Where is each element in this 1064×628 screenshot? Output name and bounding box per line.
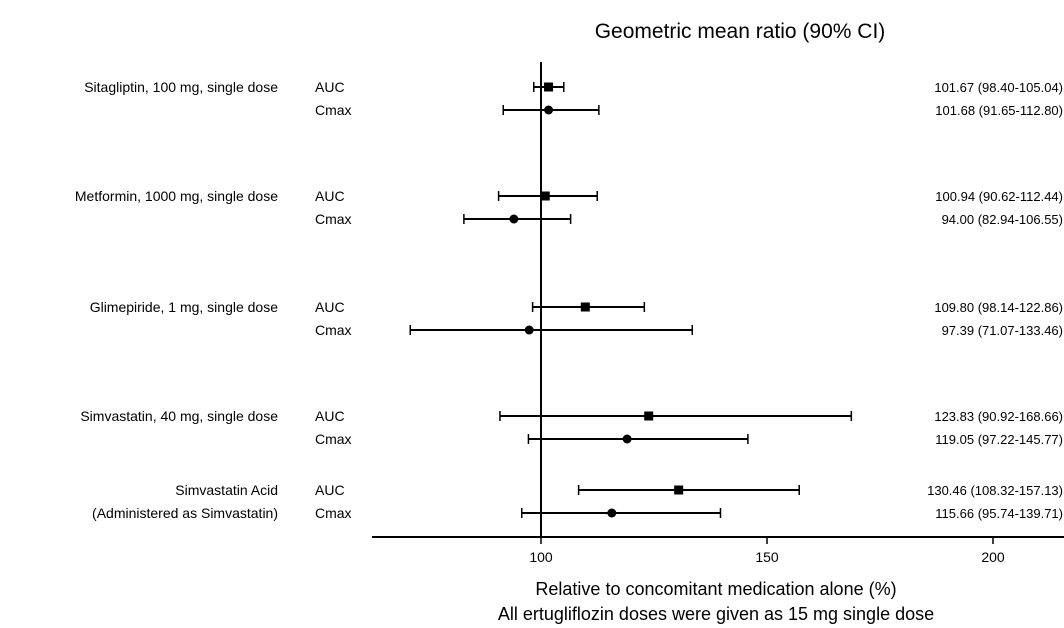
x-axis-label: Relative to concomitant medication alone… — [535, 579, 896, 599]
pk-parameter-label: Cmax — [315, 431, 352, 447]
plot-area: 100 150 200 Sitagliptin, 100 mg, single dos… — [75, 62, 1064, 565]
pk-parameter-label: Cmax — [315, 102, 352, 118]
ci-value-text: 101.68 (91.65-112.80) — [935, 103, 1063, 118]
pk-parameter-label: AUC — [315, 299, 345, 315]
point-estimate-circle — [509, 214, 519, 224]
chart-title: Geometric mean ratio (90% CI) — [595, 20, 886, 43]
point-estimate-circle — [544, 105, 554, 115]
ci-value-text: 94.00 (82.94-106.55) — [942, 212, 1063, 227]
point-estimate-square — [674, 485, 684, 495]
drug-label: Sitagliptin, 100 mg, single dose — [84, 79, 278, 95]
point-estimate-square — [540, 191, 550, 201]
pk-parameter-label: AUC — [315, 482, 345, 498]
point-estimate-square — [544, 82, 554, 92]
ci-value-text: 119.05 (97.22-145.77) — [935, 432, 1063, 447]
x-tick-label: 200 — [981, 549, 1005, 565]
ci-value-text: 115.66 (95.74-139.71) — [935, 506, 1063, 521]
drug-label: (Administered as Simvastatin) — [92, 505, 278, 521]
ci-value-text: 109.80 (98.14-122.86) — [934, 300, 1063, 315]
drug-label: Metformin, 1000 mg, single dose — [75, 188, 278, 204]
pk-parameter-label: Cmax — [315, 211, 352, 227]
ci-value-text: 100.94 (90.62-112.44) — [935, 189, 1063, 204]
x-tick-label: 100 — [529, 549, 553, 565]
ci-value-text: 130.46 (108.32-157.13) — [927, 483, 1063, 498]
drug-label: Simvastatin, 40 mg, single dose — [80, 408, 278, 424]
pk-parameter-label: AUC — [315, 188, 345, 204]
x-tick-label: 150 — [755, 549, 779, 565]
ci-value-text: 101.67 (98.40-105.04) — [934, 80, 1063, 95]
point-estimate-square — [580, 302, 590, 312]
drug-label: Simvastatin Acid — [175, 482, 278, 498]
pk-parameter-label: Cmax — [315, 322, 352, 338]
point-estimate-square — [644, 411, 654, 421]
x-axis-label-note: All ertugliflozin doses were given as 15… — [498, 604, 934, 624]
point-estimate-circle — [622, 434, 632, 444]
point-estimate-circle — [524, 325, 534, 335]
drug-label: Glimepiride, 1 mg, single dose — [90, 299, 279, 315]
ci-value-text: 123.83 (90.92-168.66) — [934, 409, 1063, 424]
pk-parameter-label: AUC — [315, 79, 345, 95]
point-estimate-circle — [607, 508, 617, 518]
pk-parameter-label: Cmax — [315, 505, 352, 521]
ci-value-text: 97.39 (71.07-133.46) — [942, 323, 1063, 338]
pk-parameter-label: AUC — [315, 408, 345, 424]
